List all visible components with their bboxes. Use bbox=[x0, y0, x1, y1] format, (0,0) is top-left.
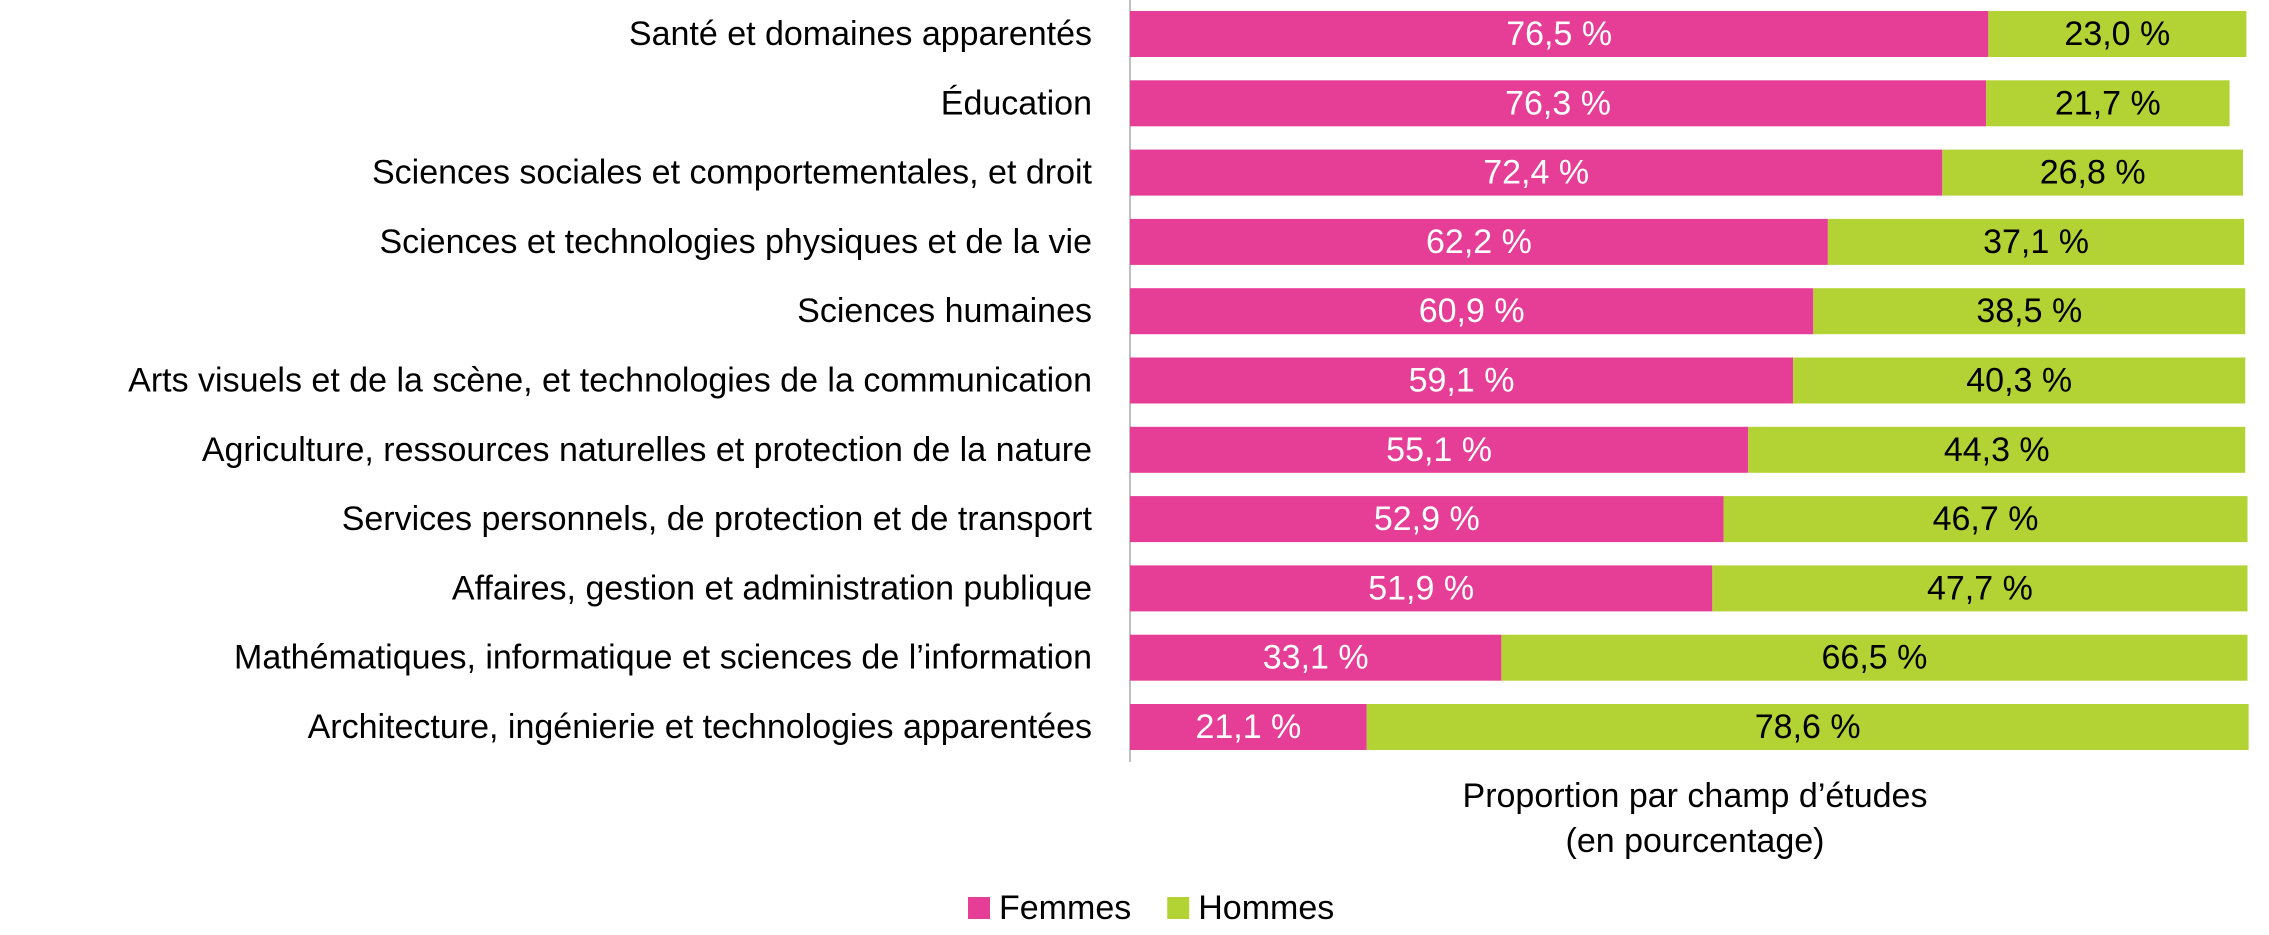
bar-hommes bbox=[1366, 704, 2249, 750]
bar-hommes bbox=[1986, 80, 2230, 127]
data-label-femmes: 21,1 % bbox=[1195, 708, 1301, 746]
category-label: Affaires, gestion et administration publ… bbox=[452, 569, 1092, 607]
legend-label-femmes: Femmes bbox=[999, 889, 1131, 927]
bar-femmes bbox=[1130, 704, 1367, 750]
x-axis-title: (en pourcentage) bbox=[1566, 822, 1825, 860]
data-label-hommes: 26,8 % bbox=[2040, 154, 2146, 192]
bar-hommes bbox=[1827, 218, 2245, 265]
data-label-hommes: 38,5 % bbox=[1976, 292, 2082, 330]
data-label-hommes: 37,1 % bbox=[1983, 223, 2089, 261]
bar-femmes bbox=[1130, 218, 1828, 265]
bar-femmes bbox=[1130, 149, 1943, 196]
data-label-femmes: 33,1 % bbox=[1263, 639, 1369, 677]
data-label-hommes: 23,0 % bbox=[2064, 15, 2170, 53]
legend-swatch-hommes bbox=[1167, 897, 1190, 919]
bar-femmes bbox=[1130, 357, 1794, 404]
category-label: Éducation bbox=[941, 84, 1092, 122]
data-label-hommes: 66,5 % bbox=[1822, 639, 1928, 677]
data-label-hommes: 21,7 % bbox=[2055, 84, 2161, 122]
data-label-femmes: 76,5 % bbox=[1506, 15, 1612, 53]
bar-hommes bbox=[1942, 149, 2244, 196]
legend-swatch-femmes bbox=[968, 897, 990, 919]
data-label-femmes: 51,9 % bbox=[1368, 569, 1474, 607]
bar-hommes bbox=[1988, 11, 2247, 57]
data-label-femmes: 62,2 % bbox=[1426, 223, 1532, 261]
data-label-hommes: 40,3 % bbox=[1966, 362, 2072, 400]
bar-femmes bbox=[1130, 496, 1724, 543]
category-label: Sciences et technologies physiques et de… bbox=[379, 223, 1092, 261]
bar-hommes bbox=[1712, 565, 2248, 612]
bar-femmes bbox=[1130, 11, 1989, 57]
category-label: Architecture, ingénierie et technologies… bbox=[308, 708, 1092, 746]
bar-hommes bbox=[1813, 288, 2246, 335]
x-axis-title: Proportion par champ d’études bbox=[1463, 777, 1928, 815]
data-label-hommes: 47,7 % bbox=[1927, 569, 2033, 607]
bar-femmes bbox=[1130, 80, 1987, 127]
data-label-hommes: 46,7 % bbox=[1933, 500, 2039, 538]
bar-femmes bbox=[1130, 426, 1749, 473]
category-label: Sciences sociales et comportementales, e… bbox=[372, 154, 1093, 192]
bar-hommes bbox=[1723, 496, 2248, 543]
data-label-femmes: 60,9 % bbox=[1419, 292, 1525, 330]
data-label-femmes: 76,3 % bbox=[1505, 84, 1611, 122]
bar-femmes bbox=[1130, 288, 1814, 335]
data-label-femmes: 59,1 % bbox=[1409, 362, 1515, 400]
data-label-hommes: 44,3 % bbox=[1944, 431, 2050, 469]
bar-femmes bbox=[1130, 634, 1502, 681]
category-label: Sciences humaines bbox=[797, 292, 1092, 330]
bar-hommes bbox=[1748, 426, 2246, 473]
data-label-hommes: 78,6 % bbox=[1755, 708, 1861, 746]
legend-label-hommes: Hommes bbox=[1198, 889, 1334, 927]
category-label: Mathématiques, informatique et sciences … bbox=[234, 639, 1092, 677]
category-label: Santé et domaines apparentés bbox=[629, 15, 1092, 53]
category-label: Services personnels, de protection et de… bbox=[342, 500, 1093, 538]
bar-femmes bbox=[1130, 565, 1713, 612]
category-label: Arts visuels et de la scène, et technolo… bbox=[128, 362, 1092, 400]
data-label-femmes: 55,1 % bbox=[1386, 431, 1492, 469]
data-label-femmes: 52,9 % bbox=[1374, 500, 1480, 538]
bar-hommes bbox=[1501, 634, 2248, 681]
category-label: Agriculture, ressources naturelles et pr… bbox=[202, 431, 1092, 469]
data-label-femmes: 72,4 % bbox=[1483, 154, 1589, 192]
bar-hommes bbox=[1793, 357, 2246, 404]
